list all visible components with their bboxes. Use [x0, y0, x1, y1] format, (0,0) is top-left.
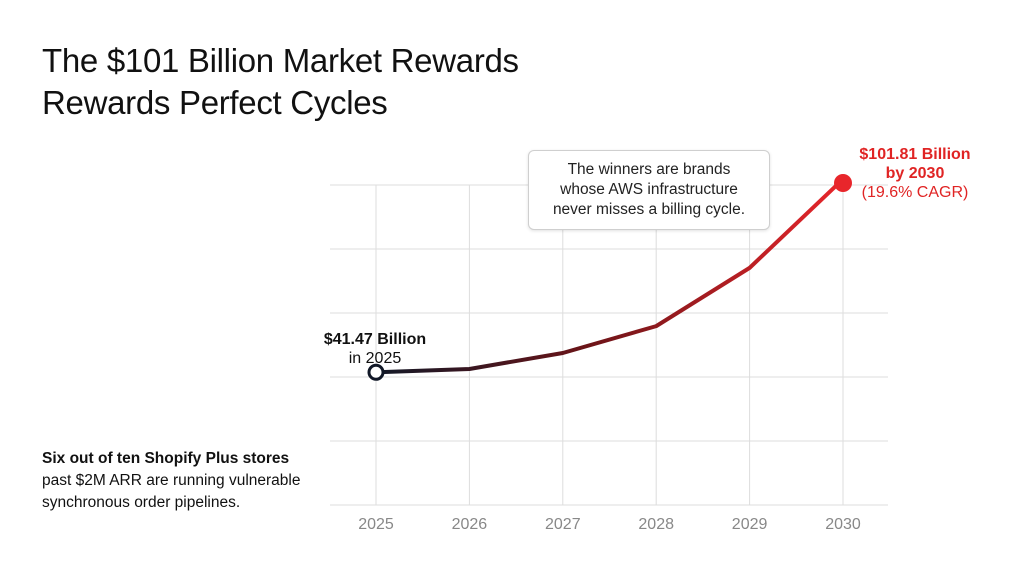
x-tick-label: 2027 [545, 516, 581, 533]
callout-line: whose AWS infrastructure [560, 181, 738, 198]
footnote-text: past $2M ARR are running vulnerable sync… [42, 472, 301, 511]
x-tick-label: 2028 [638, 516, 674, 533]
title-line-2: Rewards Perfect Cycles [42, 84, 388, 121]
end-annotation: $101.81 Billion by 2030 (19.6% CAGR) [840, 145, 990, 202]
cagr-label: (19.6% CAGR) [861, 184, 969, 201]
callout-line: never misses a billing cycle. [552, 201, 746, 218]
callout-line: The winners are brands [567, 161, 731, 178]
title-line-1: The $101 Billion Market Rewards [42, 42, 519, 79]
x-tick-label: 2030 [825, 516, 861, 533]
start-point-marker [367, 363, 385, 381]
series-line [374, 177, 845, 375]
end-year-label: by 2030 [885, 165, 945, 182]
footnote: Six out of ten Shopify Plus stores past … [42, 448, 312, 514]
x-tick-label: 2026 [452, 516, 488, 533]
callout-box: The winners are brands whose AWS infrast… [528, 150, 770, 230]
footnote-bold: Six out of ten Shopify Plus stores [42, 450, 290, 467]
page-title: The $101 Billion Market Rewards Rewards P… [42, 40, 519, 124]
start-annotation: $41.47 Billion in 2025 [300, 330, 450, 368]
end-point-marker [834, 174, 852, 192]
x-tick-label: 2025 [358, 516, 394, 533]
x-tick-label: 2029 [732, 516, 768, 533]
end-value-label: $101.81 Billion [859, 146, 971, 163]
start-sub-label: in 2025 [348, 350, 402, 367]
start-value-label: $41.47 Billion [323, 331, 427, 348]
